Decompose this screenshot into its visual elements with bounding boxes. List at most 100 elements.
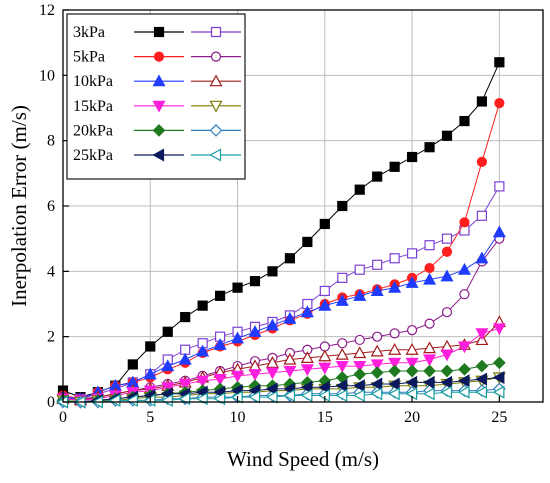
legend-marker <box>210 26 222 38</box>
data-point <box>441 233 453 244</box>
data-point <box>354 334 365 346</box>
data-point <box>457 374 470 388</box>
data-point <box>335 293 349 306</box>
data-point <box>476 156 488 167</box>
data-point <box>457 385 470 399</box>
data-point <box>492 323 506 336</box>
data-point <box>318 362 332 375</box>
data-point <box>283 365 297 378</box>
data-point <box>440 364 454 378</box>
data-point <box>370 377 383 391</box>
legend-marker <box>209 148 222 162</box>
data-point <box>423 354 437 367</box>
legend-marker <box>152 148 165 162</box>
x-tick-label: 25 <box>491 409 507 426</box>
data-point <box>300 380 313 394</box>
data-point <box>475 385 488 399</box>
data-point <box>457 341 471 354</box>
data-point <box>353 360 367 373</box>
series-11 <box>56 385 505 409</box>
data-point <box>231 331 245 344</box>
data-point <box>231 370 245 383</box>
x-tick-label: 15 <box>317 409 333 426</box>
data-point <box>265 367 279 380</box>
legend-marker <box>152 74 166 87</box>
data-point <box>475 359 489 373</box>
data-point <box>370 344 384 357</box>
data-point <box>422 387 435 401</box>
data-point <box>459 115 470 127</box>
data-point <box>370 284 384 297</box>
data-point <box>265 356 279 368</box>
data-point <box>441 130 453 141</box>
data-point <box>337 338 348 349</box>
data-point <box>476 96 488 107</box>
data-point <box>475 372 488 386</box>
data-point <box>335 347 349 360</box>
data-point <box>492 385 505 399</box>
data-point <box>352 388 365 402</box>
data-point <box>389 328 400 339</box>
data-point <box>196 375 210 388</box>
data-point <box>302 236 313 248</box>
data-point <box>440 349 454 362</box>
data-point <box>441 246 453 257</box>
y-tick-label: 2 <box>47 329 55 346</box>
data-point <box>440 269 454 282</box>
x-axis-title: Wind Speed (m/s) <box>227 447 379 471</box>
data-point <box>300 364 314 377</box>
legend-marker <box>152 124 166 137</box>
data-point <box>354 184 365 195</box>
x-tick-label: 20 <box>404 409 420 426</box>
series-1 <box>57 181 505 404</box>
data-point <box>423 341 437 354</box>
data-point <box>318 298 332 311</box>
data-point <box>108 393 121 407</box>
series-line <box>62 231 500 400</box>
data-point <box>337 200 348 212</box>
data-point <box>459 217 470 228</box>
data-point <box>493 356 506 370</box>
y-tick-label: 8 <box>47 133 55 150</box>
data-point <box>405 357 419 370</box>
data-point <box>387 377 400 391</box>
data-point <box>145 341 156 352</box>
data-point <box>353 289 367 301</box>
data-point <box>372 171 383 182</box>
data-point <box>388 364 401 378</box>
data-point <box>248 325 262 337</box>
y-tick-label: 4 <box>47 263 55 280</box>
data-point <box>441 307 453 318</box>
data-point <box>424 240 435 251</box>
data-point <box>370 387 383 401</box>
data-point <box>232 282 243 293</box>
data-point <box>440 375 453 389</box>
data-point <box>180 311 191 323</box>
series-4 <box>56 225 506 404</box>
data-point <box>162 326 173 337</box>
data-point <box>440 385 453 399</box>
data-point <box>126 393 138 407</box>
data-point <box>214 290 226 301</box>
data-point <box>424 262 435 274</box>
data-point <box>319 285 330 297</box>
data-point <box>265 390 278 404</box>
data-point <box>405 276 419 288</box>
data-point <box>406 325 418 336</box>
data-point <box>352 379 365 393</box>
legend-label: 25kPa <box>73 147 113 164</box>
data-point <box>354 264 365 275</box>
data-point <box>372 331 383 342</box>
data-point <box>494 181 505 192</box>
legend-marker <box>209 74 223 87</box>
data-point <box>265 382 278 396</box>
data-point <box>372 259 383 270</box>
x-tick-label: 0 <box>59 409 67 426</box>
data-point <box>178 352 192 365</box>
data-point <box>406 248 418 259</box>
data-point <box>476 210 488 221</box>
data-point <box>405 364 419 378</box>
data-point <box>353 367 367 381</box>
data-point <box>196 344 210 357</box>
